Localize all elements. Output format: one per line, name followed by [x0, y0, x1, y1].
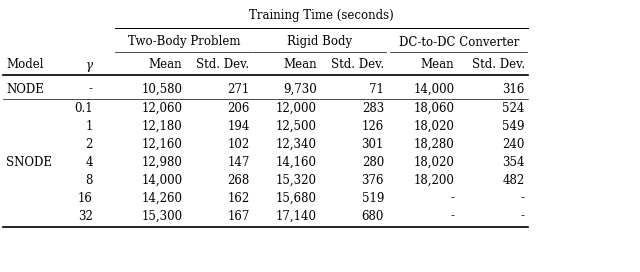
Text: 15,680: 15,680 — [276, 191, 317, 205]
Text: 12,160: 12,160 — [141, 138, 182, 150]
Text: 167: 167 — [227, 209, 250, 222]
Text: γ: γ — [86, 58, 93, 72]
Text: 240: 240 — [502, 138, 525, 150]
Text: 12,000: 12,000 — [276, 101, 317, 115]
Text: 18,020: 18,020 — [413, 119, 454, 132]
Text: 32: 32 — [78, 209, 93, 222]
Text: Rigid Body: Rigid Body — [287, 36, 353, 48]
Text: 12,180: 12,180 — [141, 119, 182, 132]
Text: Two-Body Problem: Two-Body Problem — [128, 36, 240, 48]
Text: Std. Dev.: Std. Dev. — [196, 58, 250, 72]
Text: 17,140: 17,140 — [276, 209, 317, 222]
Text: 18,020: 18,020 — [413, 156, 454, 168]
Text: 268: 268 — [227, 174, 250, 187]
Text: 206: 206 — [227, 101, 250, 115]
Text: -: - — [451, 191, 454, 205]
Text: 126: 126 — [362, 119, 384, 132]
Text: NODE: NODE — [6, 82, 44, 95]
Text: Std. Dev.: Std. Dev. — [331, 58, 384, 72]
Text: 482: 482 — [502, 174, 525, 187]
Text: 15,320: 15,320 — [276, 174, 317, 187]
Text: 1: 1 — [85, 119, 93, 132]
Text: 14,000: 14,000 — [141, 174, 182, 187]
Text: 12,500: 12,500 — [276, 119, 317, 132]
Text: 18,200: 18,200 — [413, 174, 454, 187]
Text: Std. Dev.: Std. Dev. — [472, 58, 525, 72]
Text: 12,060: 12,060 — [141, 101, 182, 115]
Text: 10,580: 10,580 — [141, 82, 182, 95]
Text: 524: 524 — [502, 101, 525, 115]
Text: DC-to-DC Converter: DC-to-DC Converter — [399, 36, 520, 48]
Text: 16: 16 — [78, 191, 93, 205]
Text: 14,160: 14,160 — [276, 156, 317, 168]
Text: SNODE: SNODE — [6, 156, 52, 168]
Text: 71: 71 — [369, 82, 384, 95]
Text: 280: 280 — [362, 156, 384, 168]
Text: Mean: Mean — [283, 58, 317, 72]
Text: 283: 283 — [362, 101, 384, 115]
Text: 271: 271 — [227, 82, 250, 95]
Text: 162: 162 — [227, 191, 250, 205]
Text: 8: 8 — [85, 174, 93, 187]
Text: Training Time (seconds): Training Time (seconds) — [249, 10, 394, 23]
Text: 9,730: 9,730 — [283, 82, 317, 95]
Text: -: - — [521, 209, 525, 222]
Text: 4: 4 — [85, 156, 93, 168]
Text: 15,300: 15,300 — [141, 209, 182, 222]
Text: 316: 316 — [502, 82, 525, 95]
Text: 18,060: 18,060 — [413, 101, 454, 115]
Text: 147: 147 — [227, 156, 250, 168]
Text: 18,280: 18,280 — [413, 138, 454, 150]
Text: 194: 194 — [227, 119, 250, 132]
Text: 519: 519 — [362, 191, 384, 205]
Text: Mean: Mean — [148, 58, 182, 72]
Text: 14,260: 14,260 — [141, 191, 182, 205]
Text: 549: 549 — [502, 119, 525, 132]
Text: 680: 680 — [362, 209, 384, 222]
Text: -: - — [521, 191, 525, 205]
Text: 12,340: 12,340 — [276, 138, 317, 150]
Text: 102: 102 — [227, 138, 250, 150]
Text: 14,000: 14,000 — [413, 82, 454, 95]
Text: 354: 354 — [502, 156, 525, 168]
Text: -: - — [89, 82, 93, 95]
Text: 301: 301 — [362, 138, 384, 150]
Text: -: - — [451, 209, 454, 222]
Text: 2: 2 — [85, 138, 93, 150]
Text: Mean: Mean — [420, 58, 454, 72]
Text: 376: 376 — [362, 174, 384, 187]
Text: 0.1: 0.1 — [74, 101, 93, 115]
Text: 12,980: 12,980 — [141, 156, 182, 168]
Text: Model: Model — [6, 58, 44, 72]
